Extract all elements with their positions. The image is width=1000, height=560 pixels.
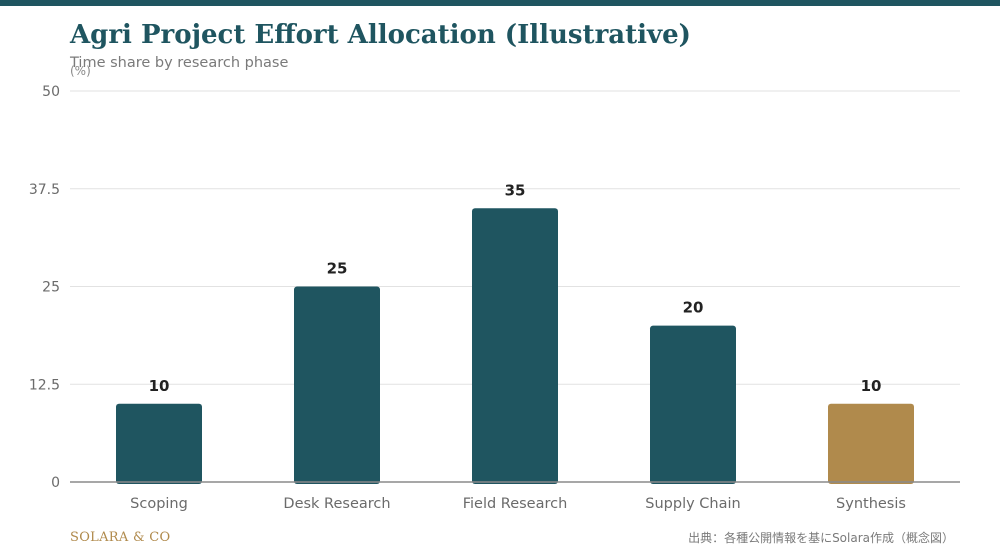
- x-tick-label: Synthesis: [836, 496, 906, 512]
- data-label: 10: [149, 377, 170, 395]
- y-tick-label: 37.5: [29, 182, 60, 198]
- y-axis-ticks: 0 12.5 25 37.5 50: [29, 84, 60, 491]
- bar-synthesis: [828, 403, 914, 484]
- chart-title: Agri Project Effort Allocation (Illustra…: [70, 20, 691, 50]
- x-tick-label: Field Research: [463, 496, 568, 512]
- bar-field-research: [472, 208, 558, 485]
- y-tick-label: 12.5: [29, 377, 60, 393]
- top-accent-bar: [0, 0, 1000, 6]
- data-label: 10: [861, 377, 882, 395]
- brand-logo-text: SOLARA & CO: [70, 530, 171, 545]
- x-axis-ticks: Scoping Desk Research Field Research Supply…: [130, 496, 906, 512]
- y-tick-label: 25: [42, 280, 60, 296]
- bars: [116, 208, 914, 485]
- data-label: 25: [327, 260, 348, 278]
- x-tick-label: Supply Chain: [645, 496, 740, 512]
- y-tick-label: 0: [51, 475, 60, 491]
- gridlines: [70, 90, 960, 385]
- x-tick-label: Scoping: [130, 496, 188, 512]
- bar-supply-chain: [650, 325, 736, 484]
- data-label: 20: [683, 299, 704, 317]
- data-labels: 10 25 35 20 10: [149, 181, 882, 394]
- y-axis-unit-label: (%): [70, 64, 91, 78]
- bar-scoping: [116, 403, 202, 484]
- data-label: 35: [505, 181, 526, 199]
- chart-subtitle: Time share by research phase: [70, 55, 289, 71]
- source-note: 出典：各種公開情報を基にSolara作成（概念図）: [688, 531, 954, 545]
- y-tick-label: 50: [42, 84, 60, 100]
- x-tick-label: Desk Research: [283, 496, 390, 512]
- bar-desk-research: [294, 286, 380, 484]
